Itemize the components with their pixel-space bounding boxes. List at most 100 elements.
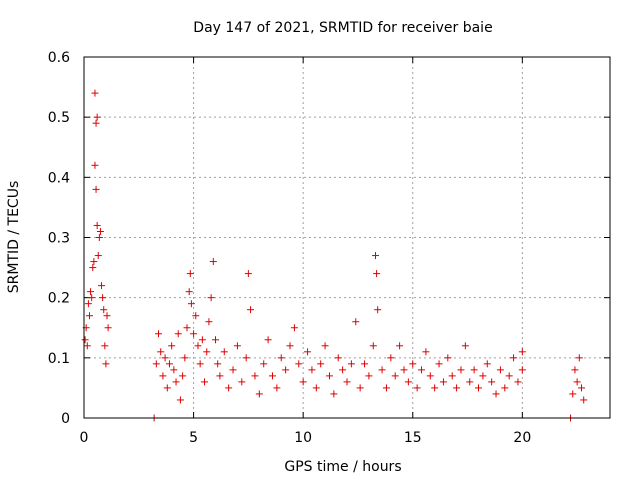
data-point: [201, 378, 209, 386]
data-point: [334, 354, 342, 362]
data-point: [192, 312, 200, 320]
data-point: [457, 366, 465, 374]
data-point: [371, 252, 379, 260]
data-point: [273, 384, 281, 392]
data-point: [251, 372, 259, 380]
data-point: [179, 372, 187, 380]
data-point: [569, 390, 577, 398]
data-point: [488, 378, 496, 386]
data-point: [387, 354, 395, 362]
data-point: [356, 384, 364, 392]
data-point: [339, 366, 347, 374]
data-point: [400, 366, 408, 374]
data-point: [461, 342, 469, 350]
data-point: [205, 318, 213, 326]
y-tick-label: 0: [61, 411, 70, 427]
data-point: [290, 324, 298, 332]
x-tick-label: 0: [80, 430, 89, 446]
y-tick-label: 0.4: [48, 170, 70, 186]
data-point: [170, 366, 178, 374]
data-point: [155, 330, 163, 338]
data-point: [304, 348, 312, 356]
data-point: [496, 366, 504, 374]
data-point: [172, 378, 180, 386]
data-point: [453, 384, 461, 392]
data-point: [365, 372, 373, 380]
data-point: [492, 390, 500, 398]
data-point: [98, 282, 106, 290]
data-points: [81, 89, 588, 422]
data-point: [165, 360, 173, 368]
data-point: [312, 384, 320, 392]
data-point: [220, 348, 228, 356]
data-point: [369, 342, 377, 350]
data-point: [260, 360, 268, 368]
data-point: [91, 89, 99, 97]
data-point: [198, 336, 206, 344]
data-point: [505, 372, 513, 380]
data-point: [190, 330, 198, 338]
data-point: [299, 378, 307, 386]
data-point: [212, 336, 219, 344]
data-point: [575, 354, 583, 362]
data-point: [93, 113, 101, 121]
data-point: [396, 342, 404, 350]
data-point: [168, 342, 176, 350]
data-point: [101, 342, 109, 350]
y-axis-label: SRMTID / TECUs: [6, 181, 22, 294]
y-tick-label: 0.2: [48, 291, 70, 307]
data-point: [255, 390, 263, 398]
data-point: [176, 396, 184, 404]
data-point: [244, 270, 252, 278]
data-point: [92, 185, 100, 193]
data-point: [161, 354, 169, 362]
data-point: [409, 360, 417, 368]
data-point: [103, 312, 111, 320]
data-point: [391, 372, 399, 380]
data-point: [317, 360, 325, 368]
data-point: [209, 258, 217, 266]
data-point: [578, 384, 586, 392]
data-point: [501, 384, 509, 392]
data-point: [225, 384, 233, 392]
data-point: [152, 360, 160, 368]
y-tick-label: 0.6: [48, 50, 70, 66]
data-point: [352, 318, 360, 326]
data-point: [87, 288, 95, 296]
data-point: [186, 270, 194, 278]
data-point: [518, 348, 526, 356]
data-point: [573, 378, 581, 386]
data-point: [194, 342, 202, 350]
data-point: [343, 378, 351, 386]
data-point: [571, 366, 579, 374]
data-point: [374, 306, 382, 314]
x-tick-label: 10: [294, 430, 312, 446]
data-point: [580, 396, 588, 404]
data-point: [94, 252, 102, 260]
data-point: [483, 360, 491, 368]
data-point: [470, 366, 478, 374]
data-point: [90, 258, 98, 266]
data-point: [426, 372, 434, 380]
data-point: [448, 372, 456, 380]
data-point: [92, 119, 100, 127]
data-point: [286, 342, 294, 350]
data-point: [431, 384, 439, 392]
data-point: [196, 360, 204, 368]
data-point: [282, 366, 290, 374]
data-point: [510, 354, 518, 362]
data-point: [83, 342, 91, 350]
data-point: [229, 366, 237, 374]
data-point: [268, 372, 276, 380]
data-point: [81, 336, 89, 344]
x-axis-label: GPS time / hours: [284, 459, 401, 475]
chart-title: Day 147 of 2021, SRMTID for receiver bai…: [193, 20, 492, 36]
data-point: [174, 330, 182, 338]
data-point: [102, 360, 110, 368]
x-tick-label: 20: [513, 430, 531, 446]
data-point: [479, 372, 487, 380]
grid-lines: [84, 57, 610, 418]
data-point: [422, 348, 430, 356]
data-point: [361, 360, 369, 368]
